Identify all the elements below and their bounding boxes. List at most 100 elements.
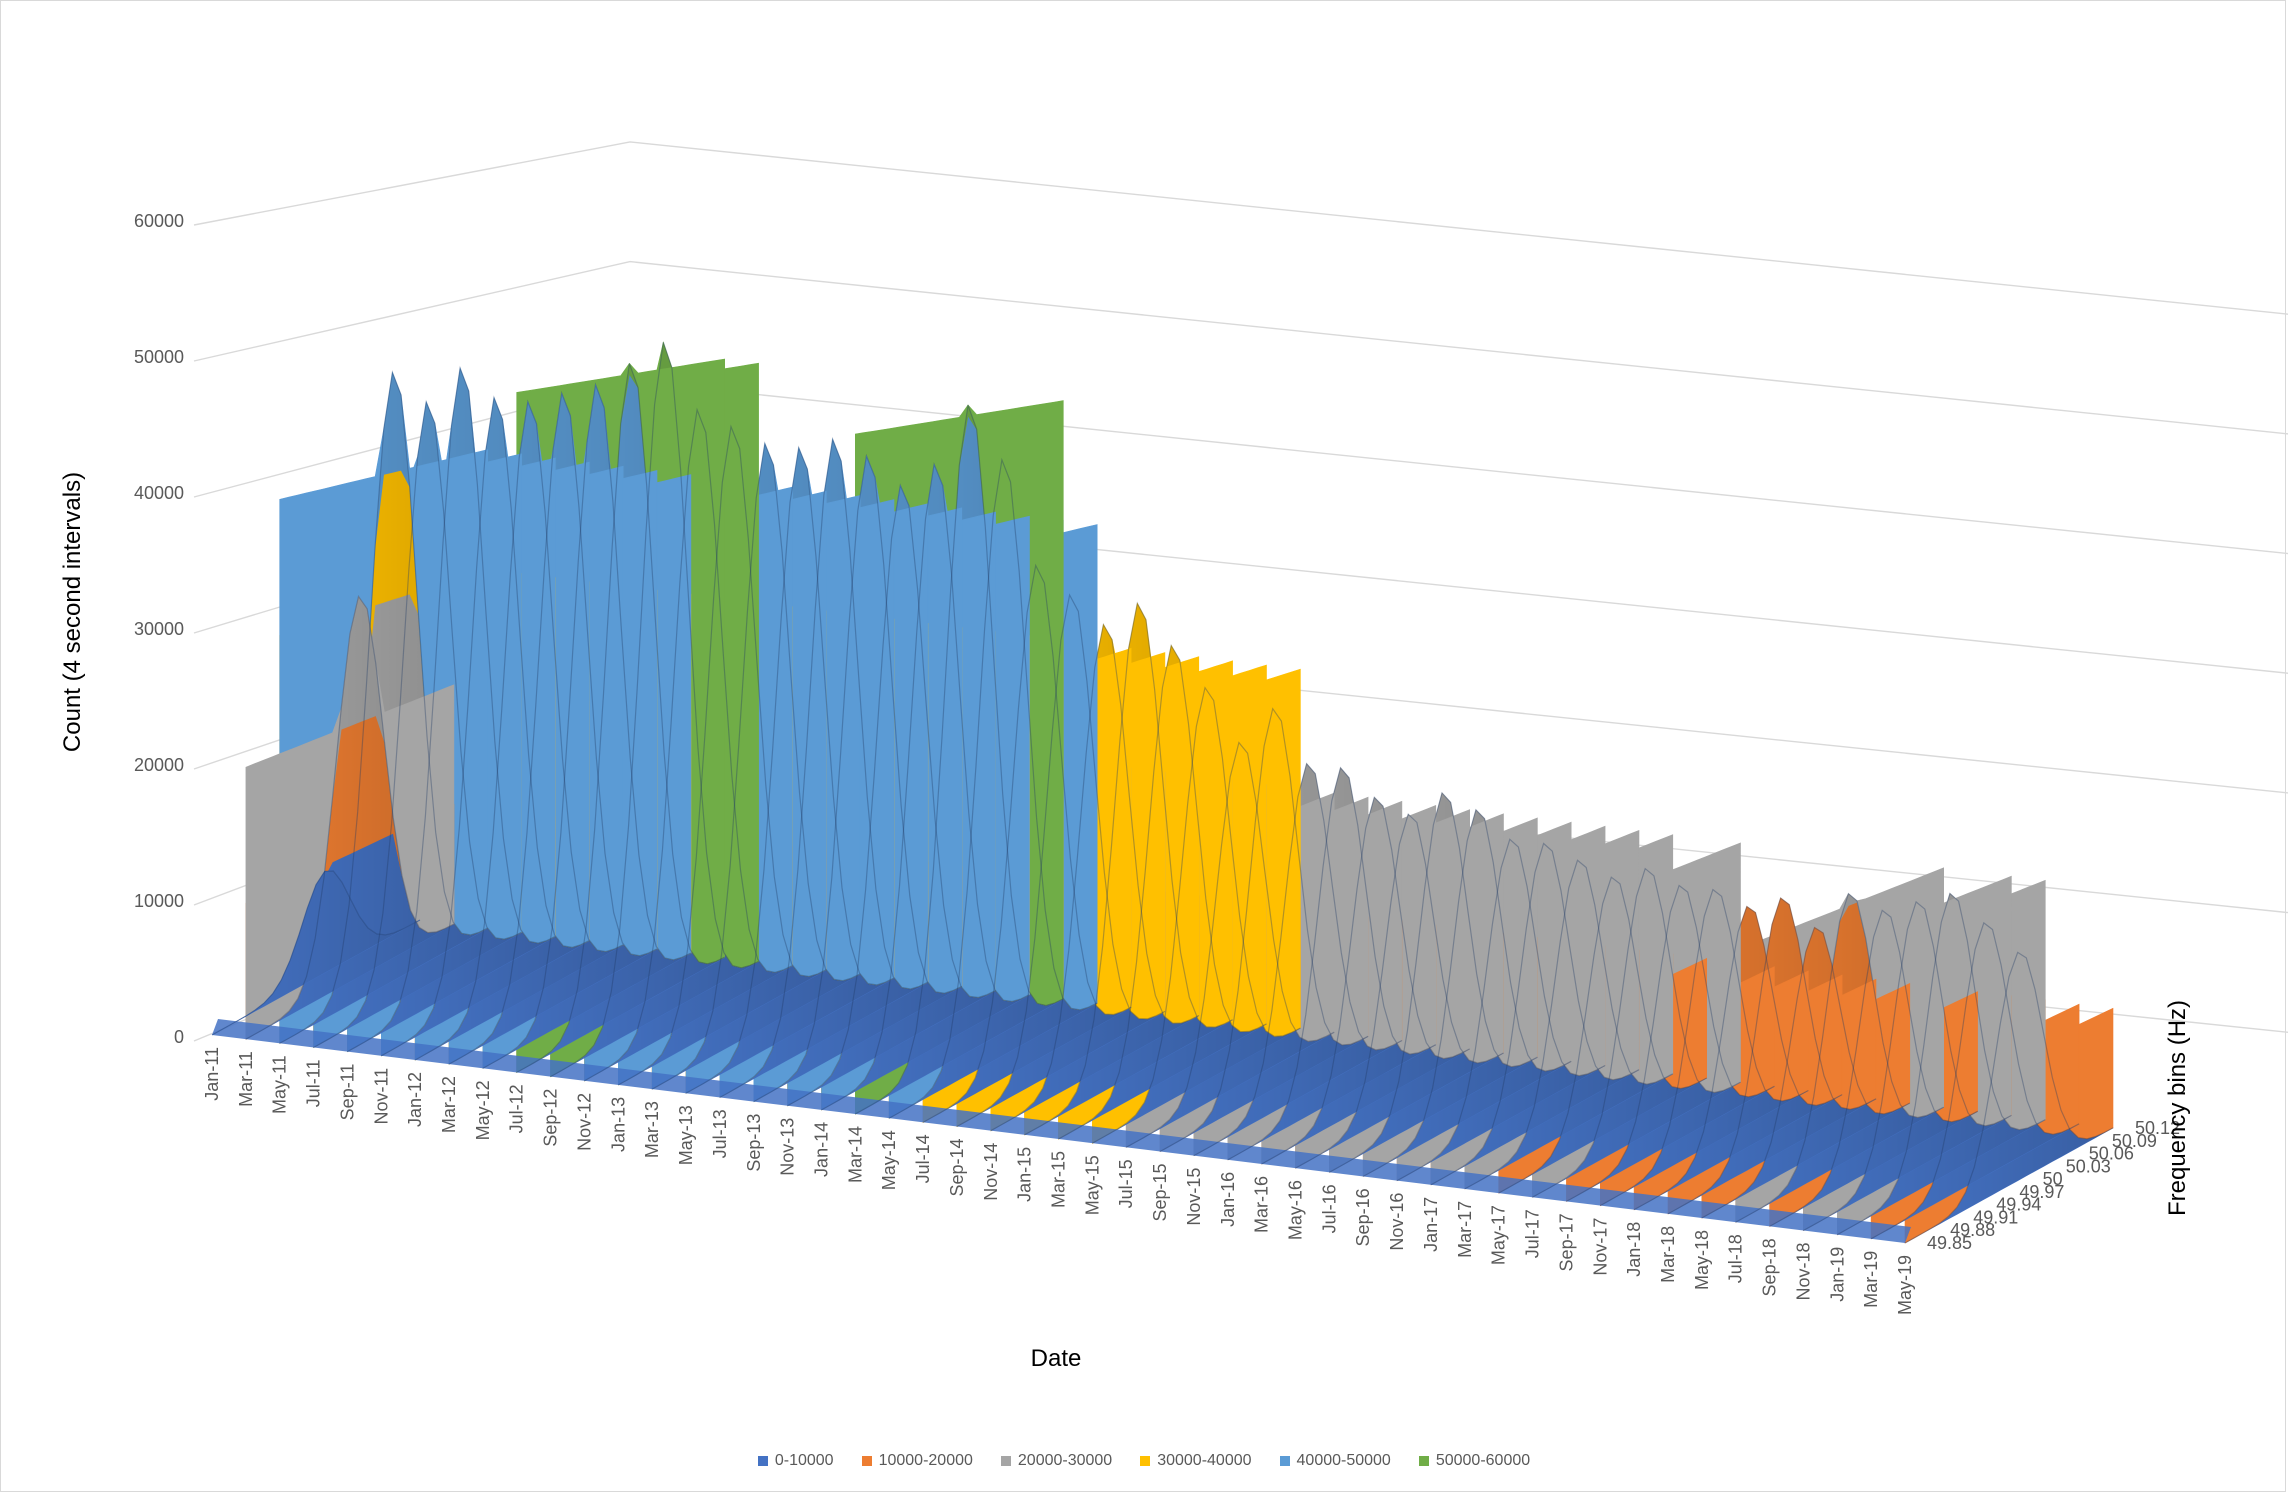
legend-item: 40000-50000 (1279, 1452, 1391, 1470)
ridge-line (1125, 741, 1335, 1148)
ridge-line (1295, 813, 1504, 1169)
legend-item: 50000-60000 (1418, 1452, 1530, 1470)
ridge-line (1633, 905, 1843, 1211)
x-tick-label: Sep-16 (1353, 1188, 1373, 1246)
ridge-line (990, 622, 1200, 1132)
y-tick-label: 50000 (134, 347, 184, 367)
x-tick-label: Sep-14 (947, 1139, 967, 1197)
gridline (193, 260, 2288, 435)
x-tick-label: Nov-18 (1793, 1243, 1813, 1301)
ridge-line (414, 399, 624, 1061)
depth-axis-title: Frequency bins (Hz) (2164, 1000, 2191, 1216)
ridge-line (584, 407, 793, 1082)
z-tick-label: 49.85 (1927, 1233, 1972, 1253)
x-tick-label: Mar-16 (1252, 1176, 1272, 1233)
ridge-line (1024, 601, 1233, 1136)
x-tick-label: Jan-13 (608, 1097, 628, 1152)
ridge-line (1701, 926, 1911, 1219)
y-tick-label: 30000 (134, 619, 184, 639)
ridge-line (1092, 686, 1301, 1144)
ridge-line (1667, 897, 1877, 1215)
x-tick-label: May-15 (1082, 1155, 1102, 1215)
x-tick-label: Jan-14 (812, 1122, 832, 1177)
x-tick-label: Mar-15 (1049, 1151, 1069, 1208)
ridge-line (1159, 707, 1369, 1153)
ridge-line (956, 593, 1166, 1128)
x-tick-label: Jan-12 (405, 1072, 425, 1127)
legend-item: 20000-30000 (1000, 1452, 1112, 1470)
y-tick-label: 20000 (134, 755, 184, 775)
ridge-line (821, 461, 1030, 1111)
ridge-line (888, 457, 1098, 1119)
x-tick-label: Mar-13 (642, 1101, 662, 1158)
ridge-line (1769, 909, 1978, 1227)
z-tick-label: 49.94 (1996, 1195, 2041, 1215)
x-tick-label: Jan-19 (1827, 1247, 1847, 1302)
legend-label: 10000-20000 (878, 1452, 973, 1469)
count-axis: 0 10000 20000 30000 40000 50000 60000 (134, 211, 184, 1047)
ridge-line (1904, 951, 2114, 1244)
ridge-line (550, 342, 759, 1078)
x-tick-label: Sep-17 (1556, 1213, 1576, 1271)
x-tick-label: Nov-16 (1387, 1193, 1407, 1251)
x-tick-label: Mar-12 (439, 1076, 459, 1133)
ridge-line (245, 594, 455, 1040)
legend-swatch (1279, 1456, 1290, 1466)
legend-swatch (1140, 1456, 1151, 1466)
ridge-line (1600, 888, 1809, 1207)
z-tick-label: 49.91 (1973, 1207, 2018, 1227)
ridge-line (1498, 876, 1707, 1194)
z-tick-label: 50.06 (2089, 1144, 2134, 1164)
x-tick-label: May-14 (879, 1130, 899, 1190)
z-tick-label: 49.88 (1950, 1220, 1995, 1240)
x-tick-label: Jul-12 (507, 1084, 527, 1133)
x-tick-label: Jan-17 (1421, 1197, 1441, 1252)
x-tick-label: Sep-18 (1760, 1238, 1780, 1296)
legend-label: 40000-50000 (1296, 1452, 1391, 1469)
ridge-line (347, 365, 556, 1053)
ridge-line (1532, 867, 1741, 1198)
ridge-line (381, 395, 590, 1057)
ridge-line (482, 382, 692, 1069)
x-tick-label: Sep-13 (744, 1114, 764, 1172)
ridge-line (1430, 842, 1640, 1186)
ridge-line (279, 369, 488, 1044)
x-tick-label: May-11 (270, 1055, 290, 1114)
x-axis-title: Date (1031, 1345, 1082, 1372)
ridge-line (618, 424, 827, 1086)
ridge-line (787, 483, 996, 1107)
y-axis-title: Count (4 second intervals) (59, 472, 86, 752)
legend-swatch (1000, 1456, 1011, 1466)
ridge-line (651, 441, 861, 1090)
legend-item: 0-10000 (757, 1452, 834, 1470)
x-tick-label: Jul-13 (710, 1109, 730, 1158)
x-tick-label: Jul-15 (1116, 1159, 1136, 1208)
z-tick-label: 49.97 (2019, 1182, 2064, 1202)
date-axis: Jan-11 Mar-11 May-11 Jul-11 Sep-11 Nov-11 Jan-… (202, 1047, 1915, 1315)
surface-plot (211, 341, 2114, 1244)
ridge-shade (245, 596, 454, 1040)
x-tick-label: Sep-15 (1150, 1164, 1170, 1222)
legend-item: 30000-40000 (1140, 1452, 1252, 1470)
x-tick-label: May-19 (1895, 1255, 1915, 1315)
x-tick-label: Jan-16 (1218, 1172, 1238, 1227)
ridge-line (1837, 892, 2046, 1236)
x-tick-label: May-17 (1489, 1205, 1509, 1265)
x-tick-label: Nov-15 (1184, 1168, 1204, 1226)
x-tick-label: Nov-12 (575, 1093, 595, 1151)
x-tick-label: May-18 (1692, 1230, 1712, 1290)
z-tick-label: 50.12 (2135, 1118, 2180, 1138)
y-tick-label: 60000 (134, 211, 184, 231)
x-tick-label: May-12 (473, 1080, 493, 1140)
ridge-line (855, 404, 1064, 1115)
ridge-line (1261, 796, 1470, 1165)
legend-label: 0-10000 (774, 1452, 834, 1469)
x-tick-label: Sep-11 (337, 1064, 357, 1121)
x-tick-label: Nov-14 (981, 1143, 1001, 1201)
legend-item: 10000-20000 (861, 1452, 973, 1470)
legend-label: 30000-40000 (1157, 1452, 1252, 1469)
y-tick-label: 40000 (134, 483, 184, 503)
x-tick-label: Jan-18 (1624, 1222, 1644, 1277)
ridge-line (719, 436, 929, 1098)
x-tick-label: Jul-17 (1523, 1209, 1543, 1258)
